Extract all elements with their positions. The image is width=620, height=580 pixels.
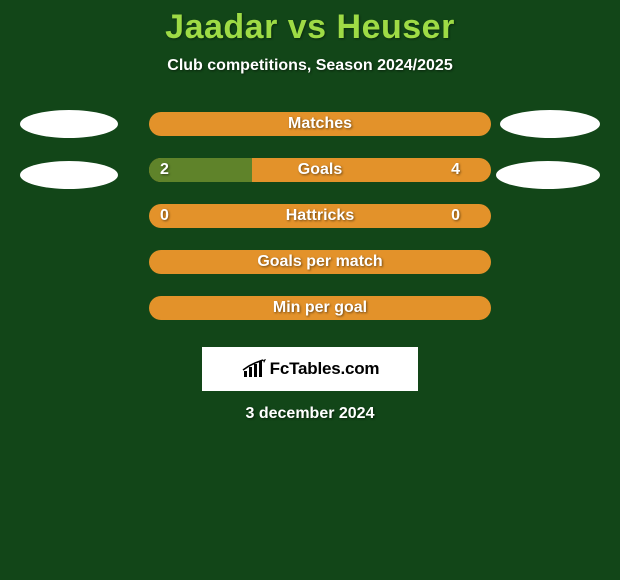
player-right-oval [500, 110, 600, 138]
bar-value-right-hattricks: 0 [451, 204, 460, 228]
chart-area: Matches Goals 2 4 Hattricks 0 0 [0, 101, 620, 331]
player-left-oval [20, 161, 118, 189]
subtitle: Club competitions, Season 2024/2025 [0, 57, 620, 75]
bar-value-left-goals: 2 [160, 158, 169, 182]
bar-track-matches [149, 112, 491, 136]
row-matches: Matches [10, 101, 610, 147]
bar-value-right-goals: 4 [451, 158, 460, 182]
chart-icon [241, 359, 267, 379]
page-title: Jaadar vs Heuser [0, 8, 620, 47]
logo-box: FcTables.com [202, 347, 418, 391]
bar-track-hattricks [149, 204, 491, 228]
row-goals-per-match: Goals per match [10, 239, 610, 285]
bar-track-gpm [149, 250, 491, 274]
row-hattricks: Hattricks 0 0 [10, 193, 610, 239]
bar-value-left-hattricks: 0 [160, 204, 169, 228]
row-goals: Goals 2 4 [10, 147, 610, 193]
logo-inner: FcTables.com [241, 359, 380, 379]
row-min-per-goal: Min per goal [10, 285, 610, 331]
player-right-oval [496, 161, 600, 189]
logo-text: FcTables.com [270, 359, 380, 379]
bar-track-goals [149, 158, 491, 182]
date-text: 3 december 2024 [0, 405, 620, 423]
bar-track-mpg [149, 296, 491, 320]
comparison-infographic: Jaadar vs Heuser Club competitions, Seas… [0, 0, 620, 580]
player-left-oval [20, 110, 118, 138]
